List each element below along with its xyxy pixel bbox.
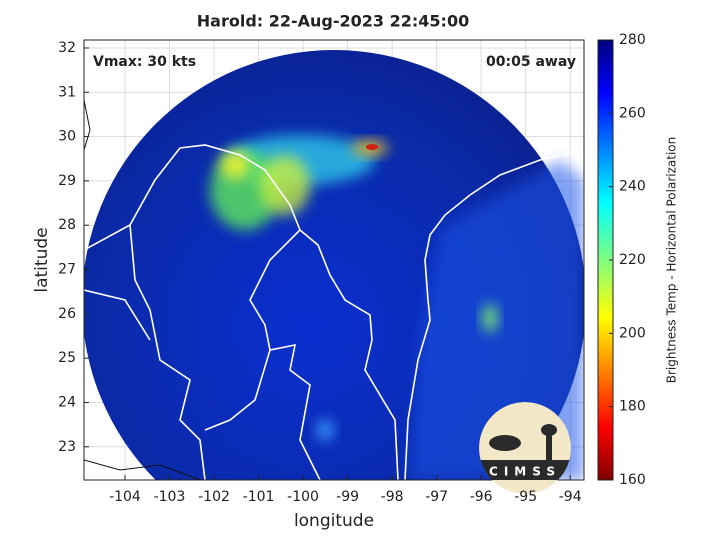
colorbar-label: Brightness Temp - Horizontal Polarizatio… [665, 137, 679, 384]
plot-frame [83, 39, 585, 481]
radar-image [84, 50, 584, 480]
x-tick-label: -98 [381, 489, 404, 505]
colorbar-tick-label: 260 [619, 105, 646, 121]
y-tick-label: 23 [58, 439, 76, 455]
annotation: Vmax: 30 kts [93, 54, 196, 70]
logo: CIMSS [479, 402, 571, 494]
x-tick-label: -99 [336, 489, 359, 505]
x-tick-label: -94 [559, 489, 582, 505]
colorbar-tick-label: 180 [619, 399, 646, 415]
colorbar-tick-label: 240 [619, 179, 646, 195]
x-tick-label: -95 [514, 489, 537, 505]
x-tick-label: -97 [425, 489, 448, 505]
y-tick-label: 25 [58, 350, 76, 366]
x-tick-label: -104 [109, 489, 141, 505]
y-tick-label: 24 [58, 394, 76, 410]
y-axis-label: latitude [32, 227, 52, 292]
y-tick-label: 29 [58, 173, 76, 189]
y-tick-label: 27 [58, 262, 76, 278]
colorbar-tick-label: 200 [619, 325, 646, 341]
chart-title: Harold: 22-Aug-2023 22:45:00 [197, 12, 469, 31]
logo-text: CIMSS [489, 465, 561, 479]
x-tick-label: -102 [198, 489, 230, 505]
x-tick-label: -103 [154, 489, 186, 505]
y-tick-label: 30 [58, 129, 76, 145]
y-tick-label: 31 [58, 84, 76, 100]
colorbar-tick-label: 220 [619, 252, 646, 268]
colorbar-tick-label: 160 [619, 472, 646, 488]
annotation: 00:05 away [486, 54, 576, 70]
x-axis-label: longitude [294, 511, 374, 531]
y-tick-label: 26 [58, 306, 76, 322]
y-tick-label: 32 [58, 40, 76, 56]
colorbar-tick-label: 280 [619, 32, 646, 48]
x-tick-label: -101 [243, 489, 275, 505]
x-tick-label: -96 [470, 489, 493, 505]
x-tick-label: -100 [287, 489, 319, 505]
y-tick-label: 28 [58, 217, 76, 233]
